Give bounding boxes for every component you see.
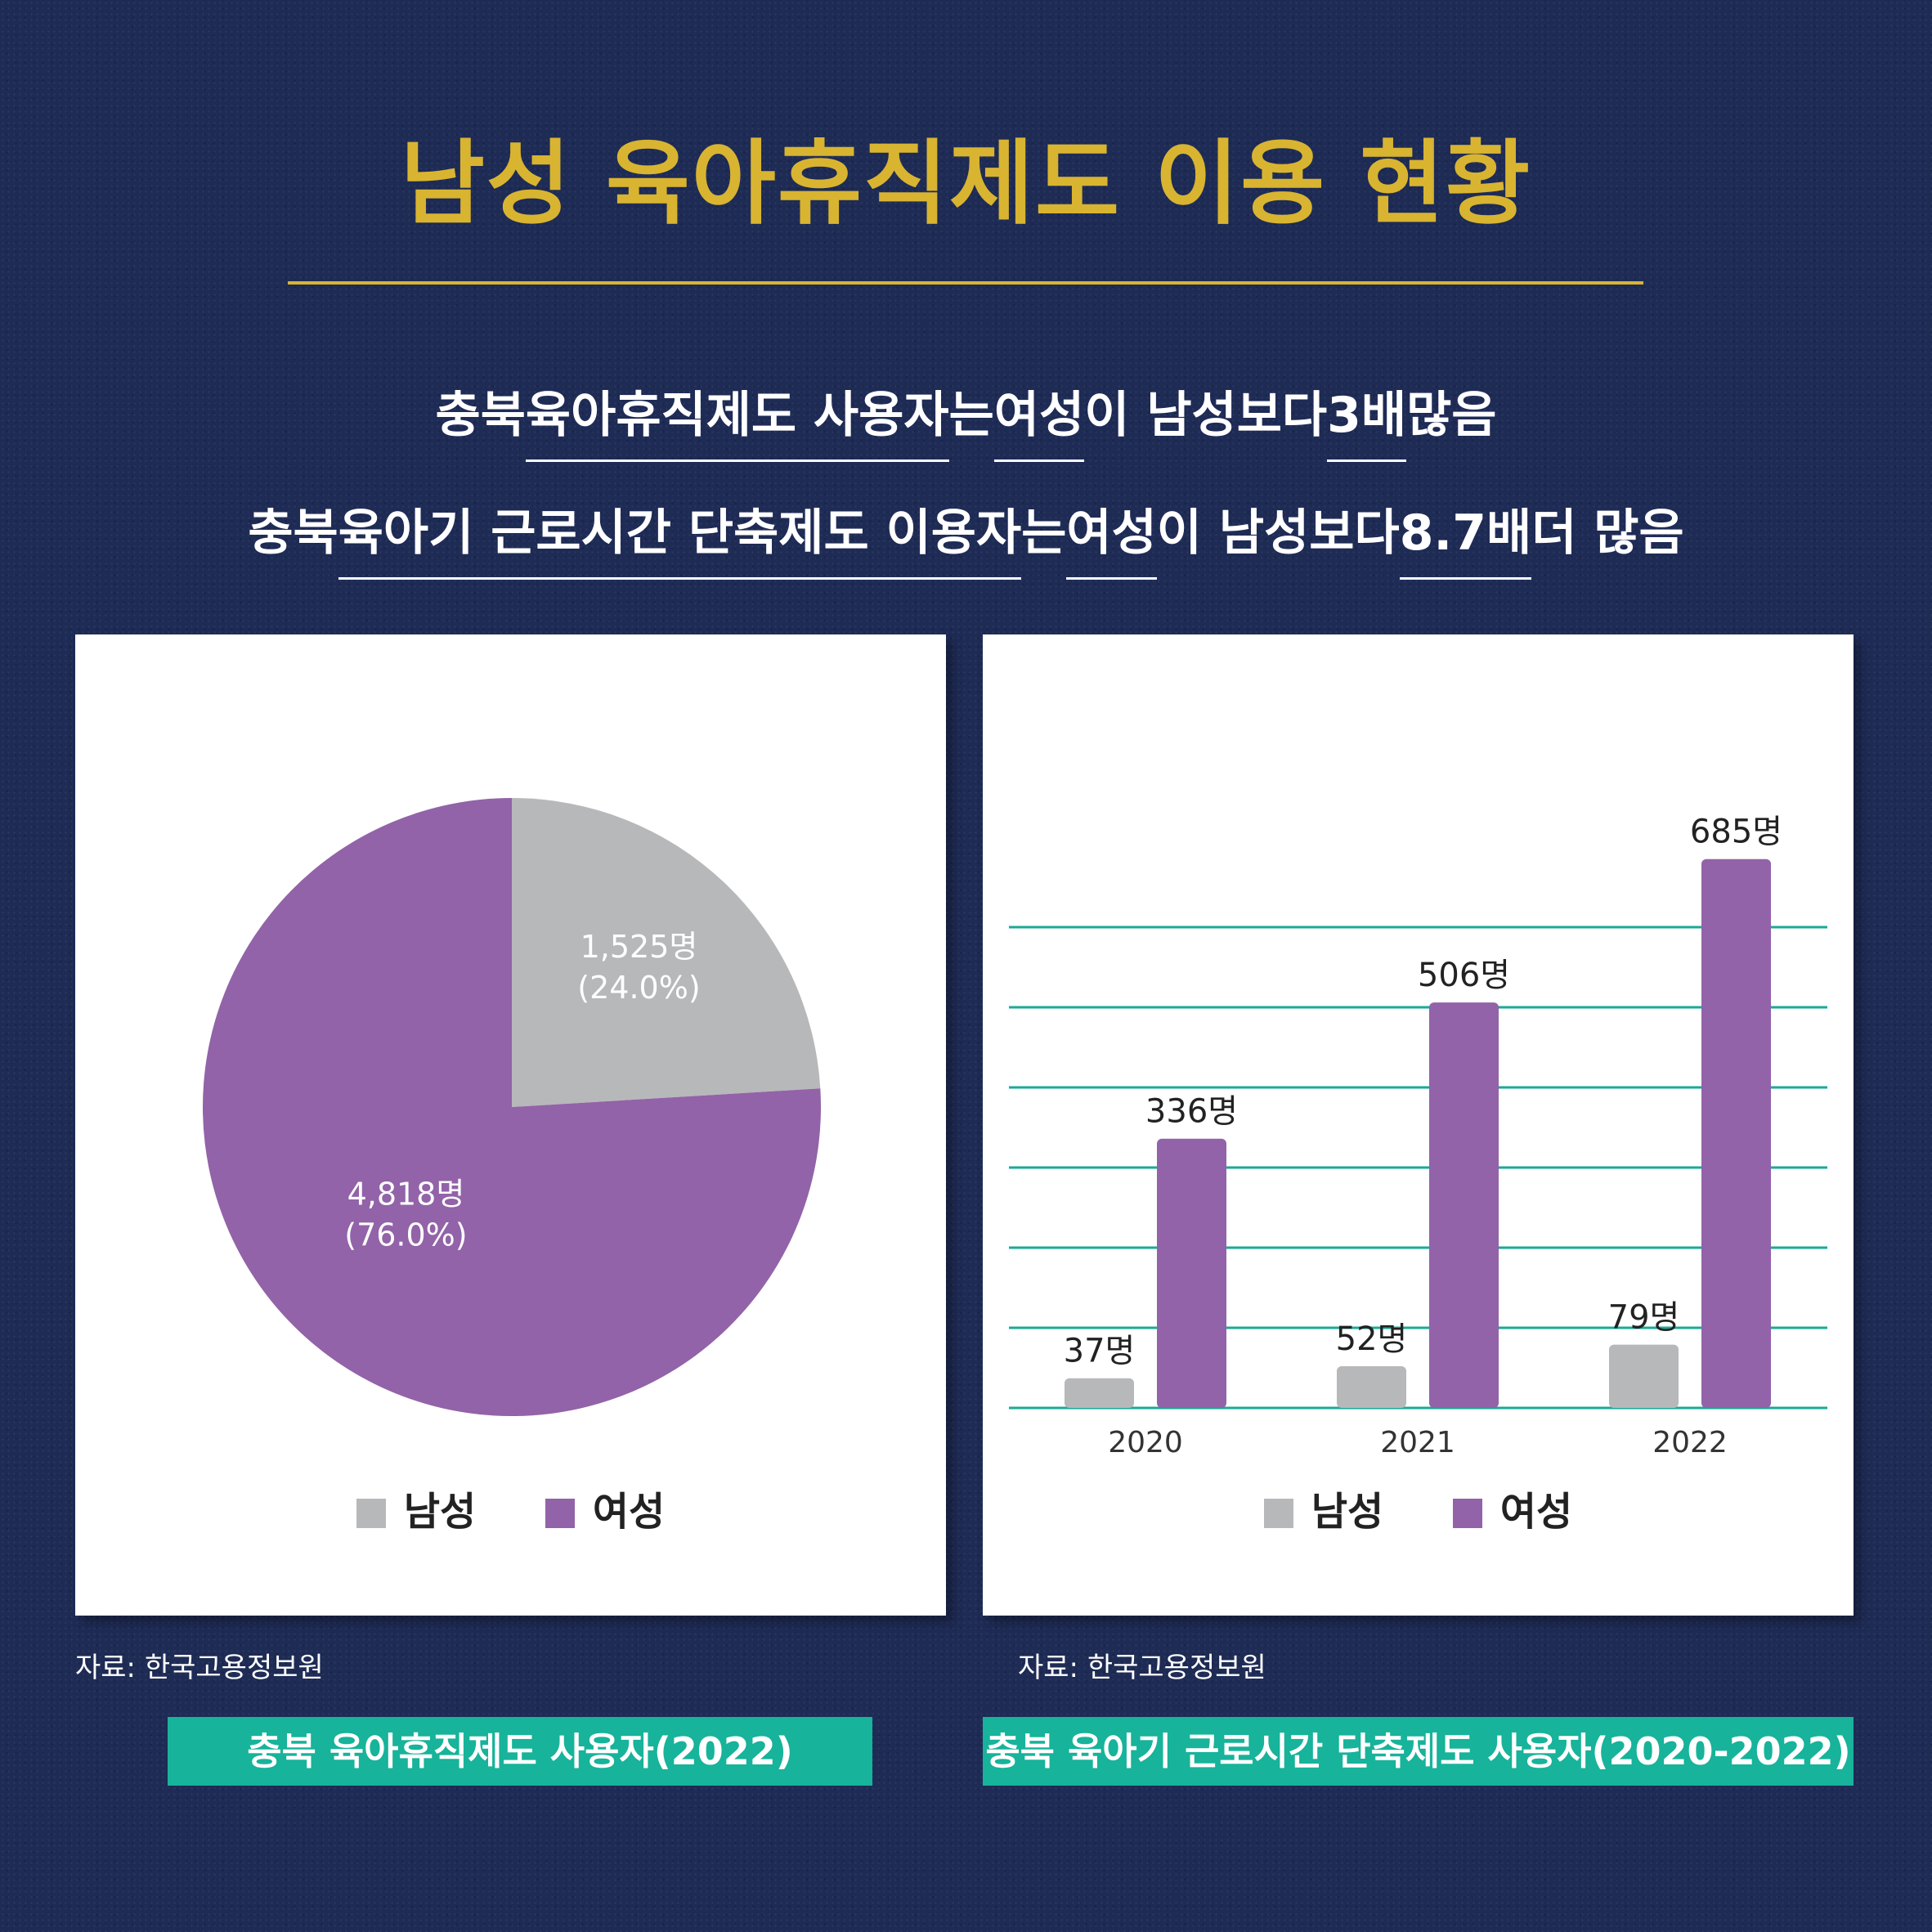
summary-2-underlined-2: 여성	[1066, 500, 1157, 580]
bar-female-2022	[1701, 858, 1771, 1408]
pie-legend-male: 남성	[356, 1487, 476, 1536]
bar-chart-panel: 37명 336명 2020 52명 506명 2021 79명 685명 2022 남성 여성	[983, 634, 1854, 1616]
legend-male-label: 남성	[403, 1489, 477, 1535]
summary-1-underlined-3: 3배	[1327, 383, 1407, 462]
pie-slice-female	[202, 798, 822, 1416]
legend-male-label: 남성	[1311, 1489, 1384, 1535]
summary-line-2: 충북 육아기 근로시간 단축제도 이용자는 여성이 남성보다 8.7배 더 많음	[0, 500, 1932, 580]
bar-legend: 남성 여성	[983, 1485, 1854, 1536]
bar-male-2022	[1609, 1344, 1679, 1408]
bar-legend-male: 남성	[1263, 1487, 1384, 1536]
pie-percent-label: (76.0%)	[344, 1217, 467, 1253]
legend-female-label: 여성	[1499, 1489, 1573, 1535]
right-chart-caption: 충북 육아기 근로시간 단축제도 사용자(2020-2022)	[983, 1717, 1854, 1786]
summary-line-1: 충북 육아휴직제도 사용자는 여성이 남성보다 3배 많음	[0, 383, 1932, 462]
summary-1-part-1: 충북	[435, 387, 526, 444]
pie-legend: 남성 여성	[75, 1485, 946, 1536]
summary-1-part-3: 이 남성보다	[1084, 387, 1328, 444]
pie-percent-label: (24.0%)	[577, 970, 700, 1006]
summary-2-part-2: 는	[1021, 504, 1067, 562]
x-tick-label: 2022	[1652, 1426, 1728, 1459]
bar-male-2020	[1065, 1378, 1134, 1408]
left-chart-caption: 충북 육아휴직제도 사용자(2022)	[168, 1717, 872, 1786]
bar-value-label: 506명	[1418, 957, 1510, 994]
pie-value-label: 4,818명	[347, 1177, 465, 1213]
bar-chart: 37명 336명 2020 52명 506명 2021 79명 685명 2022	[1009, 814, 1827, 1459]
pie-legend-female: 여성	[545, 1487, 665, 1536]
bar-value-label: 37명	[1064, 1333, 1136, 1370]
bar-value-label: 685명	[1690, 814, 1782, 851]
bar-value-label: 79명	[1608, 1299, 1680, 1337]
main-title: 남성 육아휴직제도 이용 현황	[400, 131, 1532, 237]
legend-male-swatch	[1263, 1499, 1293, 1528]
bar-value-label: 52명	[1336, 1320, 1408, 1358]
right-source-note: 자료: 한국고용정보원	[1018, 1652, 1266, 1684]
bar-legend-female: 여성	[1452, 1487, 1573, 1536]
summary-1-part-4: 많음	[1406, 387, 1497, 444]
title-underline	[288, 281, 1643, 285]
summary-1-underlined-2: 여성	[993, 383, 1085, 462]
summary-2-underlined-3: 8.7배	[1399, 500, 1532, 580]
legend-female-swatch	[545, 1499, 575, 1528]
bar-male-2021	[1337, 1366, 1406, 1408]
bar-female-2021	[1429, 1002, 1499, 1408]
summary-2-part-1: 충북	[248, 504, 338, 562]
pie-chart-panel: 1,525명 (24.0%) 4,818명 (76.0%) 남성 여성	[75, 634, 946, 1616]
summary-1-part-2: 는	[948, 387, 994, 444]
pie-slice-male	[512, 798, 821, 1107]
legend-male-swatch	[356, 1499, 386, 1528]
left-source-note: 자료: 한국고용정보원	[75, 1652, 324, 1684]
bar-female-2020	[1157, 1138, 1226, 1408]
bar-value-label: 336명	[1145, 1093, 1238, 1131]
legend-female-swatch	[1452, 1499, 1482, 1528]
summary-2-part-3: 이 남성보다	[1156, 504, 1400, 562]
x-tick-label: 2020	[1108, 1426, 1183, 1459]
summary-2-underlined-1: 육아기 근로시간 단축제도 이용자	[338, 500, 1022, 580]
summary-1-underlined-1: 육아휴직제도 사용자	[525, 383, 949, 462]
pie-value-label: 1,525명	[580, 929, 698, 965]
x-tick-label: 2021	[1380, 1426, 1455, 1459]
summary-2-part-4: 더 많음	[1531, 504, 1684, 562]
legend-female-label: 여성	[592, 1489, 666, 1535]
pie-chart: 1,525명 (24.0%) 4,818명 (76.0%)	[202, 798, 822, 1416]
